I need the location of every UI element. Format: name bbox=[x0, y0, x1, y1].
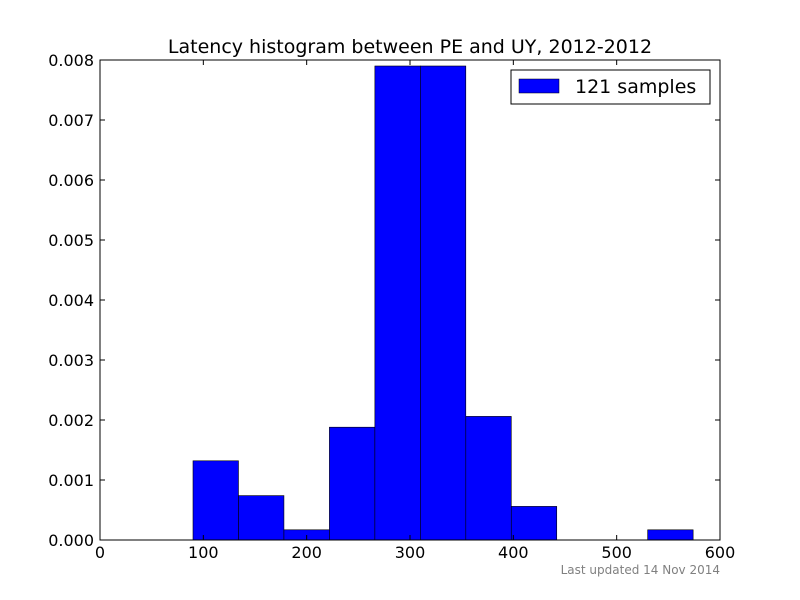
last-updated-note: Last updated 14 Nov 2014 bbox=[561, 563, 720, 577]
histogram-bar bbox=[465, 416, 512, 541]
histogram-bar bbox=[374, 65, 421, 541]
x-axis: 0 100 200 300 400 500 600 bbox=[95, 60, 735, 562]
x-tick-label: 400 bbox=[498, 543, 529, 562]
x-tick-label: 300 bbox=[395, 543, 426, 562]
y-tick-label: 0.004 bbox=[48, 291, 94, 310]
y-tick-label: 0.007 bbox=[48, 111, 94, 130]
chart-title: Latency histogram between PE and UY, 201… bbox=[168, 36, 652, 58]
x-tick-label: 600 bbox=[705, 543, 736, 562]
y-axis: 0.000 0.001 0.002 0.003 0.004 0.005 0.006 0.007… bbox=[48, 51, 720, 550]
x-tick-label: 100 bbox=[188, 543, 219, 562]
histogram-bar bbox=[647, 529, 694, 541]
legend-swatch bbox=[518, 78, 560, 94]
y-tick-label: 0.002 bbox=[48, 411, 94, 430]
x-tick-label: 0 bbox=[95, 543, 105, 562]
legend: 121 samples bbox=[510, 69, 711, 105]
y-tick-label: 0.001 bbox=[48, 471, 94, 490]
x-tick-label: 200 bbox=[291, 543, 322, 562]
y-tick-label: 0.003 bbox=[48, 351, 94, 370]
histogram-bar bbox=[420, 65, 467, 541]
y-tick-label: 0.006 bbox=[48, 171, 94, 190]
histogram-bar bbox=[192, 460, 239, 541]
histogram-bar bbox=[510, 506, 558, 541]
y-tick-label: 0.000 bbox=[48, 531, 94, 550]
y-tick-label: 0.005 bbox=[48, 231, 94, 250]
histogram-bar bbox=[238, 495, 285, 541]
y-tick-label: 0.008 bbox=[48, 51, 94, 70]
bars-group bbox=[192, 65, 694, 541]
legend-label: 121 samples bbox=[575, 76, 696, 98]
histogram-bar bbox=[329, 426, 376, 541]
x-tick-label: 500 bbox=[601, 543, 632, 562]
